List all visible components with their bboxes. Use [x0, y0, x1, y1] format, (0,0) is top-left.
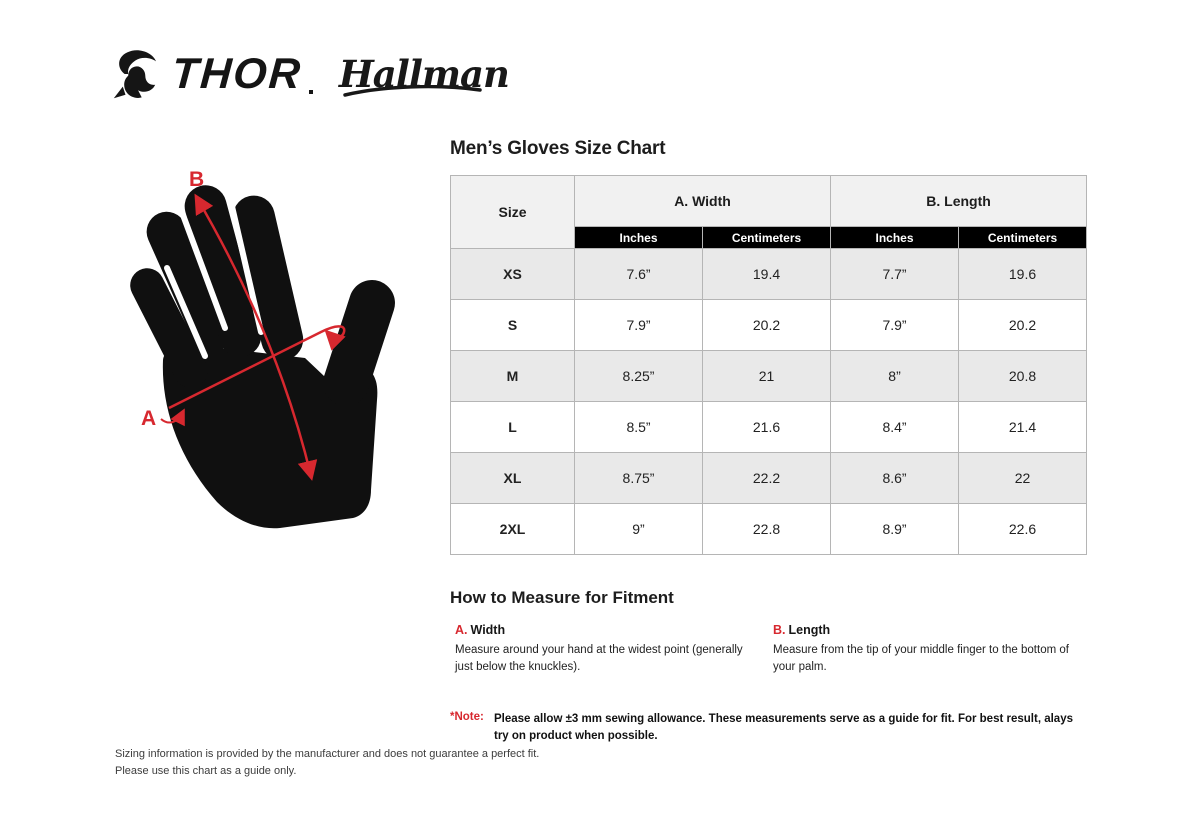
page-title: Men’s Gloves Size Chart: [450, 138, 666, 159]
measure-b-letter: B.: [773, 623, 786, 637]
cell-a-centimeters: 19.4: [701, 248, 832, 300]
note-label: *Note:: [450, 710, 484, 723]
cell-a-inches: 8.25”: [574, 350, 703, 402]
cell-a-inches: 9”: [574, 503, 703, 555]
cell-a-centimeters: 21.6: [701, 401, 832, 453]
table-row-l: L 8.5” 21.6 8.4” 21.4: [450, 401, 1088, 453]
brand-logos: THOR Hallman: [112, 48, 519, 100]
measure-a-label: Width: [470, 623, 506, 637]
cell-size: M: [450, 350, 575, 402]
thor-wordmark: THOR: [170, 49, 304, 98]
thor-trademark-dot: [308, 90, 313, 94]
cell-size: XS: [450, 248, 575, 300]
thor-logo: THOR: [112, 48, 313, 100]
cell-a-centimeters: 22.8: [701, 503, 832, 555]
table-row-xl: XL 8.75” 22.2 8.6” 22: [450, 452, 1088, 504]
cell-size: 2XL: [450, 503, 575, 555]
chart-column: Men’s Gloves Size Chart Size A. Width B.…: [450, 138, 1088, 747]
measure-b-heading: B. Length: [773, 623, 1086, 637]
thor-ram-icon: [113, 50, 157, 99]
measure-a-heading: A. Width: [455, 623, 768, 637]
measure-width-block: A. Width Measure around your hand at the …: [450, 623, 768, 677]
cell-b-inches: 8.4”: [830, 401, 960, 453]
measure-instructions: A. Width Measure around your hand at the …: [450, 623, 1086, 677]
cell-b-centimeters: 19.6: [958, 248, 1088, 300]
glove-measurement-diagram: B A: [130, 168, 395, 529]
cell-a-inches: 7.9”: [574, 299, 703, 351]
cell-b-centimeters: 20.2: [958, 299, 1088, 351]
note-text: Please allow ±3 mm sewing allowance. The…: [494, 712, 1073, 743]
note-block: *Note: Please allow ±3 mm sewing allowan…: [450, 711, 1086, 747]
column-header-size: Size: [450, 175, 575, 249]
subheader-a-centimeters: Centimeters: [701, 226, 832, 249]
measure-a-letter: A.: [455, 623, 468, 637]
cell-a-inches: 7.6”: [574, 248, 703, 300]
table-row-s: S 7.9” 20.2 7.9” 20.2: [450, 299, 1088, 351]
subheader-a-inches: Inches: [574, 226, 703, 249]
cell-b-inches: 8.9”: [830, 503, 960, 555]
column-group-b-length: B. Length: [830, 175, 1088, 227]
measure-heading: How to Measure for Fitment: [450, 588, 674, 607]
measure-a-text: Measure around your hand at the widest p…: [455, 644, 743, 674]
hallman-underline-swash: [343, 84, 482, 97]
cell-b-centimeters: 22: [958, 452, 1088, 504]
measure-b-text: Measure from the tip of your middle fing…: [773, 644, 1069, 674]
footer-line-1: Sizing information is provided by the ma…: [115, 748, 540, 760]
glove-silhouette: [130, 185, 395, 529]
subheader-b-inches: Inches: [830, 226, 960, 249]
table-row-m: M 8.25” 21 8” 20.8: [450, 350, 1088, 402]
cell-size: L: [450, 401, 575, 453]
cell-a-inches: 8.75”: [574, 452, 703, 504]
measurement-arrows: [160, 193, 346, 481]
arrow-a-hook: [160, 408, 185, 427]
arrow-b-length: [194, 193, 318, 481]
table-row-xs: XS 7.6” 19.4 7.7” 19.6: [450, 248, 1088, 300]
cell-b-centimeters: 20.8: [958, 350, 1088, 402]
cell-size: S: [450, 299, 575, 351]
cell-b-centimeters: 22.6: [958, 503, 1088, 555]
cell-a-centimeters: 22.2: [701, 452, 832, 504]
label-a: A: [141, 407, 156, 430]
arrow-a-width: [168, 325, 346, 410]
cell-a-centimeters: 21: [701, 350, 832, 402]
table-subheader-row: Inches Centimeters Inches Centimeters: [451, 226, 1088, 249]
column-group-a-width: A. Width: [573, 175, 832, 227]
label-b: B: [189, 168, 204, 191]
cell-b-inches: 8”: [830, 350, 960, 402]
footer-line-2: Please use this chart as a guide only.: [115, 765, 297, 778]
table-group-header-row: Size A. Width B. Length: [450, 175, 1088, 249]
table-row-2xl: 2XL 9” 22.8 8.9” 22.6: [450, 503, 1088, 555]
measure-b-label: Length: [788, 623, 831, 637]
size-table: Size A. Width B. Length Inches Centimete…: [450, 175, 1088, 555]
cell-a-inches: 8.5”: [574, 401, 703, 453]
cell-a-centimeters: 20.2: [701, 299, 832, 351]
cell-b-inches: 7.7”: [830, 248, 960, 300]
footer-disclaimer: Sizing information is provided by the ma…: [115, 746, 539, 780]
hallman-logo: Hallman: [339, 55, 519, 97]
cell-b-inches: 8.6”: [830, 452, 960, 504]
cell-b-inches: 7.9”: [830, 299, 960, 351]
measure-length-block: B. Length Measure from the tip of your mi…: [768, 623, 1086, 677]
subheader-b-centimeters: Centimeters: [958, 226, 1088, 249]
cell-size: XL: [450, 452, 575, 504]
cell-b-centimeters: 21.4: [958, 401, 1088, 453]
